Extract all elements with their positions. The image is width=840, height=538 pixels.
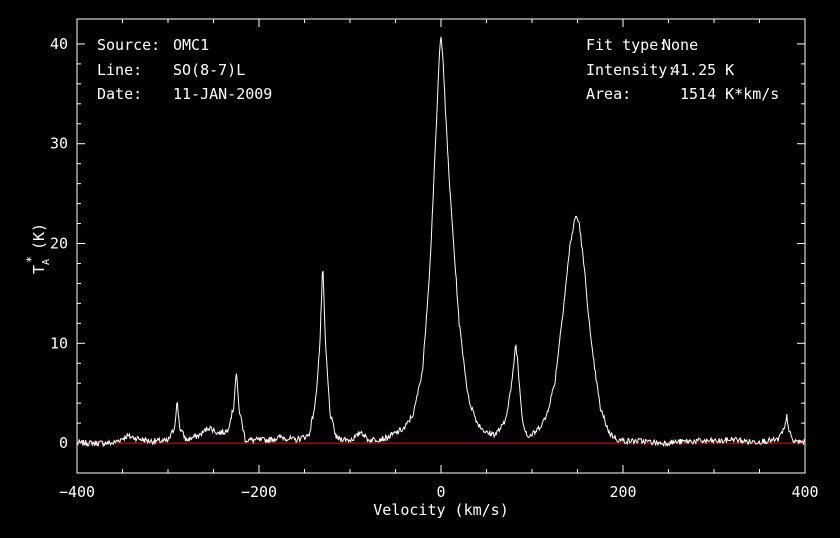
info-line-value: SO(8-7)L — [173, 61, 245, 79]
info-area-key: Area: — [586, 85, 631, 103]
x-axis-label: Velocity (km/s) — [373, 501, 508, 519]
y-axis-label: T — [30, 265, 48, 274]
y-tick-label: 40 — [50, 35, 68, 53]
x-tick-label: 400 — [791, 483, 818, 501]
info-intensity-key: Intensity: — [586, 61, 676, 79]
info-source-value: OMC1 — [173, 36, 209, 54]
y-tick-label: 30 — [50, 135, 68, 153]
info-fit-value: None — [662, 36, 698, 54]
info-date-key: Date: — [97, 85, 142, 103]
info-area-value: 1514 K*km/s — [680, 85, 779, 103]
y-tick-label: 10 — [50, 334, 68, 352]
x-tick-label: 200 — [609, 483, 636, 501]
axis-tick-labels: −400 −200 0 200 400 0 10 20 30 40 — [50, 35, 819, 501]
y-axis-label-sub: A — [41, 259, 52, 265]
x-tick-label: 0 — [436, 483, 445, 501]
y-tick-label: 20 — [50, 235, 68, 253]
info-date-value: 11-JAN-2009 — [173, 85, 272, 103]
x-tick-label: −400 — [59, 483, 95, 501]
y-axis-label-sup: * — [24, 256, 38, 263]
y-axis-label-unit: (K) — [30, 223, 48, 250]
spectrum-line — [76, 36, 805, 448]
info-source-key: Source: — [97, 36, 160, 54]
y-tick-label: 0 — [59, 434, 68, 452]
info-line-key: Line: — [97, 61, 142, 79]
info-fit-key: Fit type: — [586, 36, 667, 54]
x-tick-label: −200 — [241, 483, 277, 501]
info-intensity-value: 41.25 K — [671, 61, 734, 79]
axis-ticks — [76, 19, 806, 473]
